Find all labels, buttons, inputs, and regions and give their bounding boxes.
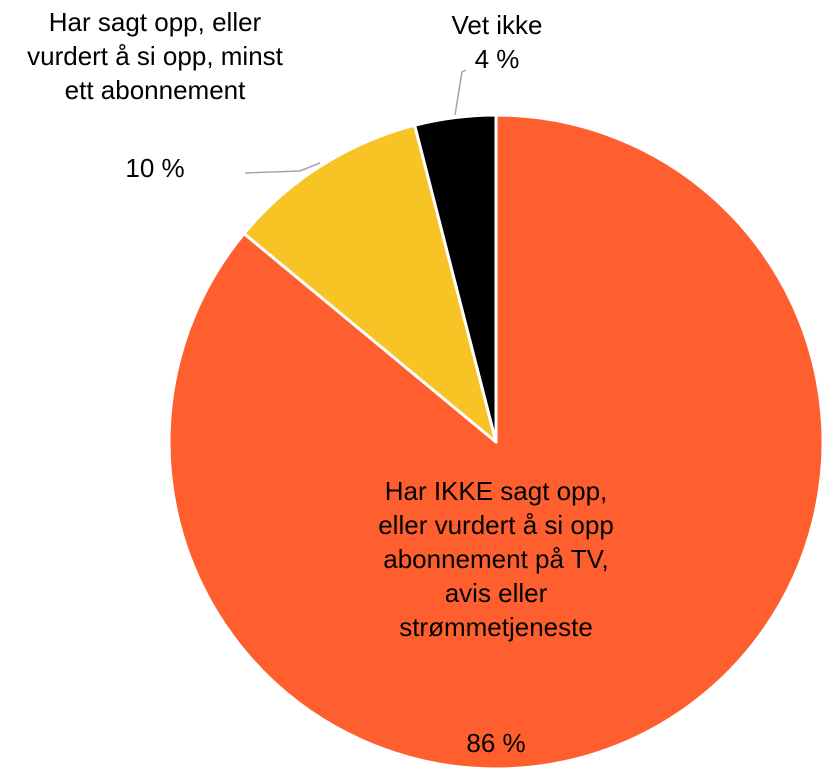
slice-label: Vet ikke	[451, 10, 543, 40]
leader-line	[454, 69, 467, 116]
pie-slice	[167, 113, 823, 771]
slice-label: Har sagt opp, eller vurdert å si opp, mi…	[27, 7, 283, 105]
value-label: 86 %	[466, 728, 526, 758]
slices	[167, 113, 823, 771]
leader-line	[244, 162, 321, 174]
pie-slice	[413, 113, 498, 444]
pie-slice	[242, 123, 498, 444]
slice-label: Har IKKE sagt opp, eller vurdert å si op…	[378, 476, 614, 642]
value-label: 10 %	[125, 153, 185, 183]
value-label: 4 %	[474, 44, 520, 74]
